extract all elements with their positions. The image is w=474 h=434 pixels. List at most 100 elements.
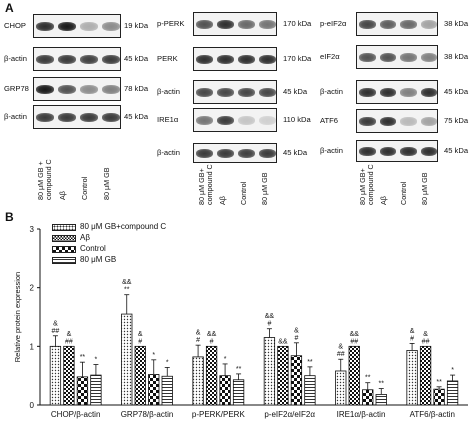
significance-label: ** [436, 379, 442, 386]
significance-label: && [278, 338, 288, 345]
significance-label: && [207, 331, 217, 338]
blot-label: β-actin [320, 146, 343, 155]
significance-label: ## [52, 328, 60, 335]
blot-band [259, 54, 276, 64]
blot-band [359, 116, 376, 126]
blot-band [359, 146, 376, 156]
significance-label: * [166, 359, 169, 366]
blot-band [400, 116, 417, 126]
lane-label: 80 μM GB [260, 172, 269, 205]
blot-band [58, 112, 76, 122]
legend-label-control: Control [80, 244, 106, 253]
blot-band [238, 148, 255, 158]
legend-label-gb80: 80 μM GB [80, 255, 117, 264]
blot-band [420, 19, 437, 29]
blot-band [238, 115, 255, 125]
bar [148, 374, 160, 406]
significance-label: ** [365, 375, 371, 382]
significance-label: # [267, 321, 271, 328]
kda-label: 45 kDa [283, 148, 308, 157]
kda-label: 45 kDa [444, 87, 469, 96]
blot-band [217, 148, 234, 158]
blot-band [36, 54, 54, 64]
bar [90, 374, 102, 406]
significance-label: & [53, 320, 58, 327]
blot-band [196, 87, 213, 97]
blot-label: β-actin [320, 87, 343, 96]
blot-band [80, 54, 98, 64]
legend-label-abeta: Aβ [80, 233, 90, 242]
x-tick-label: GRP78/β-actin [121, 410, 174, 419]
blot-band [80, 84, 98, 94]
kda-label: 170 kDa [283, 19, 312, 28]
lane-label: compound C [205, 164, 214, 205]
blot-band [359, 52, 376, 62]
significance-label: # [210, 338, 214, 345]
blot-band [80, 112, 98, 122]
significance-label: # [294, 335, 298, 342]
blot-band [196, 54, 213, 64]
legend-swatch-control [52, 246, 76, 253]
lane-label: Control [239, 181, 248, 205]
blot-band [217, 115, 234, 125]
kda-label: 45 kDa [124, 54, 149, 63]
bar [290, 355, 303, 406]
bar [219, 375, 231, 406]
significance-label: && [122, 279, 132, 286]
blot-strip [33, 47, 121, 71]
blot-strip [193, 47, 277, 71]
bar [433, 388, 445, 406]
blot-band [379, 87, 396, 97]
blot-strip [33, 105, 121, 129]
lane-label: Control [80, 176, 89, 200]
blot-band [420, 116, 437, 126]
blot-band [102, 54, 120, 64]
blot-band [58, 54, 76, 64]
blot-label: PERK [157, 54, 178, 63]
blot-label: p-eIF2α [320, 19, 347, 28]
blot-band [102, 21, 120, 31]
bar [335, 370, 347, 406]
blot-band [359, 19, 376, 29]
bar [406, 350, 418, 406]
kda-label: 38 kDa [444, 19, 469, 28]
panel-a-letter: A [5, 1, 14, 15]
blot-band [217, 87, 234, 97]
bar [348, 345, 360, 406]
blot-band [379, 52, 396, 62]
kda-label: 45 kDa [283, 87, 308, 96]
bar [277, 345, 289, 406]
significance-label: * [224, 356, 227, 363]
bar [263, 337, 276, 406]
y-axis-title: Relative protein expression [13, 272, 22, 362]
blot-label: IRE1α [157, 115, 179, 124]
blot-band [217, 19, 234, 29]
significance-label: * [451, 367, 454, 374]
bar [446, 380, 459, 406]
kda-label: 45 kDa [444, 146, 469, 155]
significance-label: ## [422, 338, 430, 345]
significance-label: & [138, 331, 143, 338]
blot-strip [193, 143, 277, 163]
blot-band [217, 54, 234, 64]
significance-label: & [196, 330, 201, 337]
lane-label: 80 μM GB [102, 167, 111, 200]
blot-label: eIF2α [320, 52, 340, 61]
significance-label: & [294, 327, 299, 334]
blot-label: p-PERK [157, 19, 185, 28]
blot-label: ATF6 [320, 116, 339, 125]
significance-label: # [196, 337, 200, 344]
lane-label: Aβ [218, 196, 227, 205]
kda-label: 45 kDa [124, 112, 149, 121]
kda-label: 110 kDa [283, 115, 311, 124]
blot-label: GRP78 [4, 84, 29, 93]
significance-label: * [152, 352, 155, 359]
significance-label: ## [350, 338, 358, 345]
blot-label: β-actin [157, 87, 180, 96]
bar [121, 313, 133, 406]
significance-label: & [423, 331, 428, 338]
kda-label: 75 kDa [444, 116, 469, 125]
blot-strip [33, 77, 121, 101]
blot-band [400, 52, 417, 62]
y-tick-label: 1 [30, 342, 35, 351]
